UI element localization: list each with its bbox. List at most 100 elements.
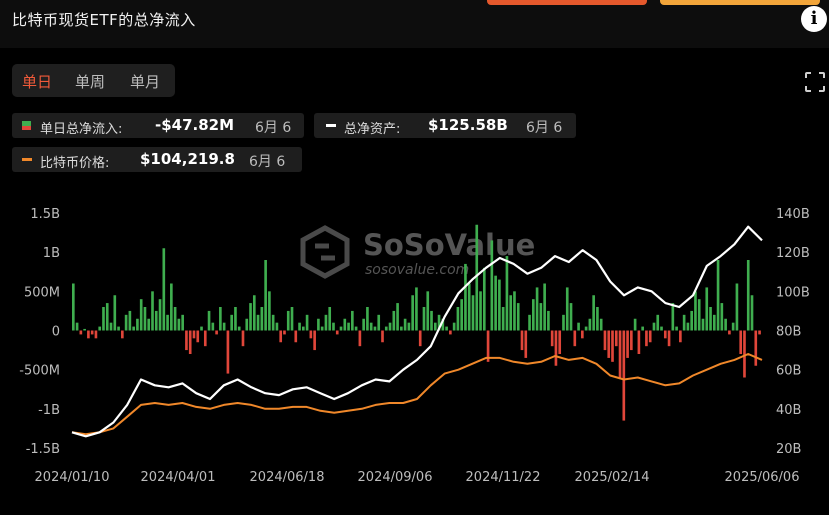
- top-action-button-right[interactable]: [660, 0, 820, 5]
- flow-bar: [396, 303, 399, 331]
- x-axis-tick-label: 2024/11/22: [466, 470, 541, 485]
- flow-bar: [596, 307, 599, 331]
- flow-bar: [682, 314, 686, 331]
- flow-bar: [166, 314, 169, 331]
- flow-bar: [426, 291, 430, 331]
- flow-bar: [509, 295, 513, 331]
- flow-bar: [151, 291, 154, 331]
- flow-bar: [279, 330, 283, 343]
- flow-bar: [87, 330, 90, 339]
- flow-bar: [735, 283, 739, 331]
- flow-bar: [384, 326, 388, 331]
- flow-bar: [332, 322, 335, 331]
- flow-bar: [72, 283, 75, 331]
- flow-bar: [124, 314, 128, 331]
- sosovalue-logo-icon: [300, 225, 350, 279]
- flow-bar: [437, 314, 441, 331]
- flow-bar: [550, 330, 554, 347]
- tab-monthly[interactable]: 单月: [130, 73, 161, 91]
- left-axis-tick-label: -1.5B: [26, 442, 60, 457]
- flow-bar: [694, 291, 697, 331]
- flow-bar: [154, 310, 158, 331]
- flow-bar: [490, 240, 494, 331]
- flow-bar: [746, 260, 750, 331]
- flow-bar: [622, 330, 626, 421]
- legend-flow[interactable]: 单日总净流入: -$47.82M 6月 6: [12, 113, 304, 138]
- flow-bar: [720, 303, 724, 331]
- watermark-brand: SoSoValue: [363, 228, 535, 262]
- legend-assets[interactable]: 总净资产: $125.58B 6月 6: [314, 113, 576, 138]
- right-axis-tick-label: 100B: [776, 285, 810, 300]
- legend-assets-label: 总净资产:: [344, 122, 401, 137]
- flow-bar: [128, 310, 132, 331]
- flow-bar: [388, 322, 392, 331]
- flow-bar: [260, 307, 264, 331]
- info-icon[interactable]: i: [801, 6, 827, 32]
- left-axis-tick-label: -1B: [38, 403, 60, 418]
- watermark-url: sosovalue.com: [365, 262, 469, 278]
- right-axis-tick-label: 140B: [776, 207, 810, 222]
- flow-bar: [245, 318, 249, 331]
- flow-bar: [192, 330, 196, 339]
- flow-bar: [207, 310, 211, 331]
- period-tabs: 单日 单周 单月: [12, 64, 175, 97]
- flow-bar: [313, 330, 316, 351]
- flow-bar: [324, 314, 328, 331]
- flow-bar: [335, 330, 339, 335]
- fullscreen-icon[interactable]: [804, 71, 826, 93]
- flow-bar: [637, 330, 641, 354]
- flow-bar: [449, 330, 452, 335]
- flow-bar: [117, 326, 120, 331]
- flow-bar: [633, 318, 637, 331]
- flow-bar: [663, 330, 667, 339]
- flow-bar: [392, 310, 396, 331]
- flow-bar: [709, 307, 712, 331]
- flow-bar: [569, 303, 573, 331]
- flow-bar: [498, 279, 501, 331]
- flow-bar: [739, 330, 743, 354]
- flow-bar: [362, 318, 365, 331]
- left-axis-tick-label: 1.5B: [30, 207, 60, 222]
- flow-bar: [113, 295, 117, 331]
- flow-bar: [479, 291, 482, 331]
- flow-bar: [562, 314, 565, 331]
- flow-bar: [358, 330, 362, 347]
- assets-swatch-icon: [326, 124, 336, 127]
- flow-bar: [464, 263, 467, 331]
- flow-bar: [136, 318, 139, 331]
- legend-assets-date: 6月 6: [526, 120, 563, 136]
- flow-bar: [268, 291, 271, 331]
- flow-bar: [705, 287, 709, 331]
- header-bar: 比特币现货ETF的总净流入 i: [0, 0, 829, 48]
- flow-bar: [728, 330, 731, 335]
- tab-daily[interactable]: 单日: [22, 73, 53, 91]
- flow-bar: [656, 314, 660, 331]
- flow-bar: [460, 299, 463, 331]
- right-axis-tick-label: 60B: [776, 364, 801, 379]
- flow-bar: [547, 310, 550, 331]
- flow-bar: [354, 326, 358, 331]
- flow-bar: [599, 318, 603, 331]
- flow-bar: [626, 330, 629, 358]
- flow-bar: [712, 314, 716, 331]
- flow-bar: [607, 330, 611, 358]
- flow-bar: [433, 322, 437, 331]
- flow-bar: [252, 295, 256, 331]
- flow-bar: [581, 330, 584, 339]
- top-action-button-left[interactable]: [487, 0, 647, 5]
- flow-bar: [573, 330, 577, 347]
- tab-weekly[interactable]: 单周: [75, 73, 106, 91]
- flow-bar: [588, 318, 592, 331]
- flow-bar: [716, 260, 720, 331]
- flow-bar: [501, 307, 505, 331]
- flow-bar: [407, 322, 411, 331]
- flow-bar: [249, 303, 252, 331]
- legend-price[interactable]: 比特币价格: $104,219.8 6月 6: [12, 147, 302, 172]
- flow-bar: [743, 330, 746, 378]
- flow-bar: [648, 330, 652, 343]
- flow-bar: [471, 295, 475, 331]
- flow-bar: [366, 307, 369, 331]
- flow-bar: [724, 318, 727, 331]
- flow-bar: [475, 224, 479, 331]
- legend-flow-label: 单日总净流入:: [40, 122, 123, 137]
